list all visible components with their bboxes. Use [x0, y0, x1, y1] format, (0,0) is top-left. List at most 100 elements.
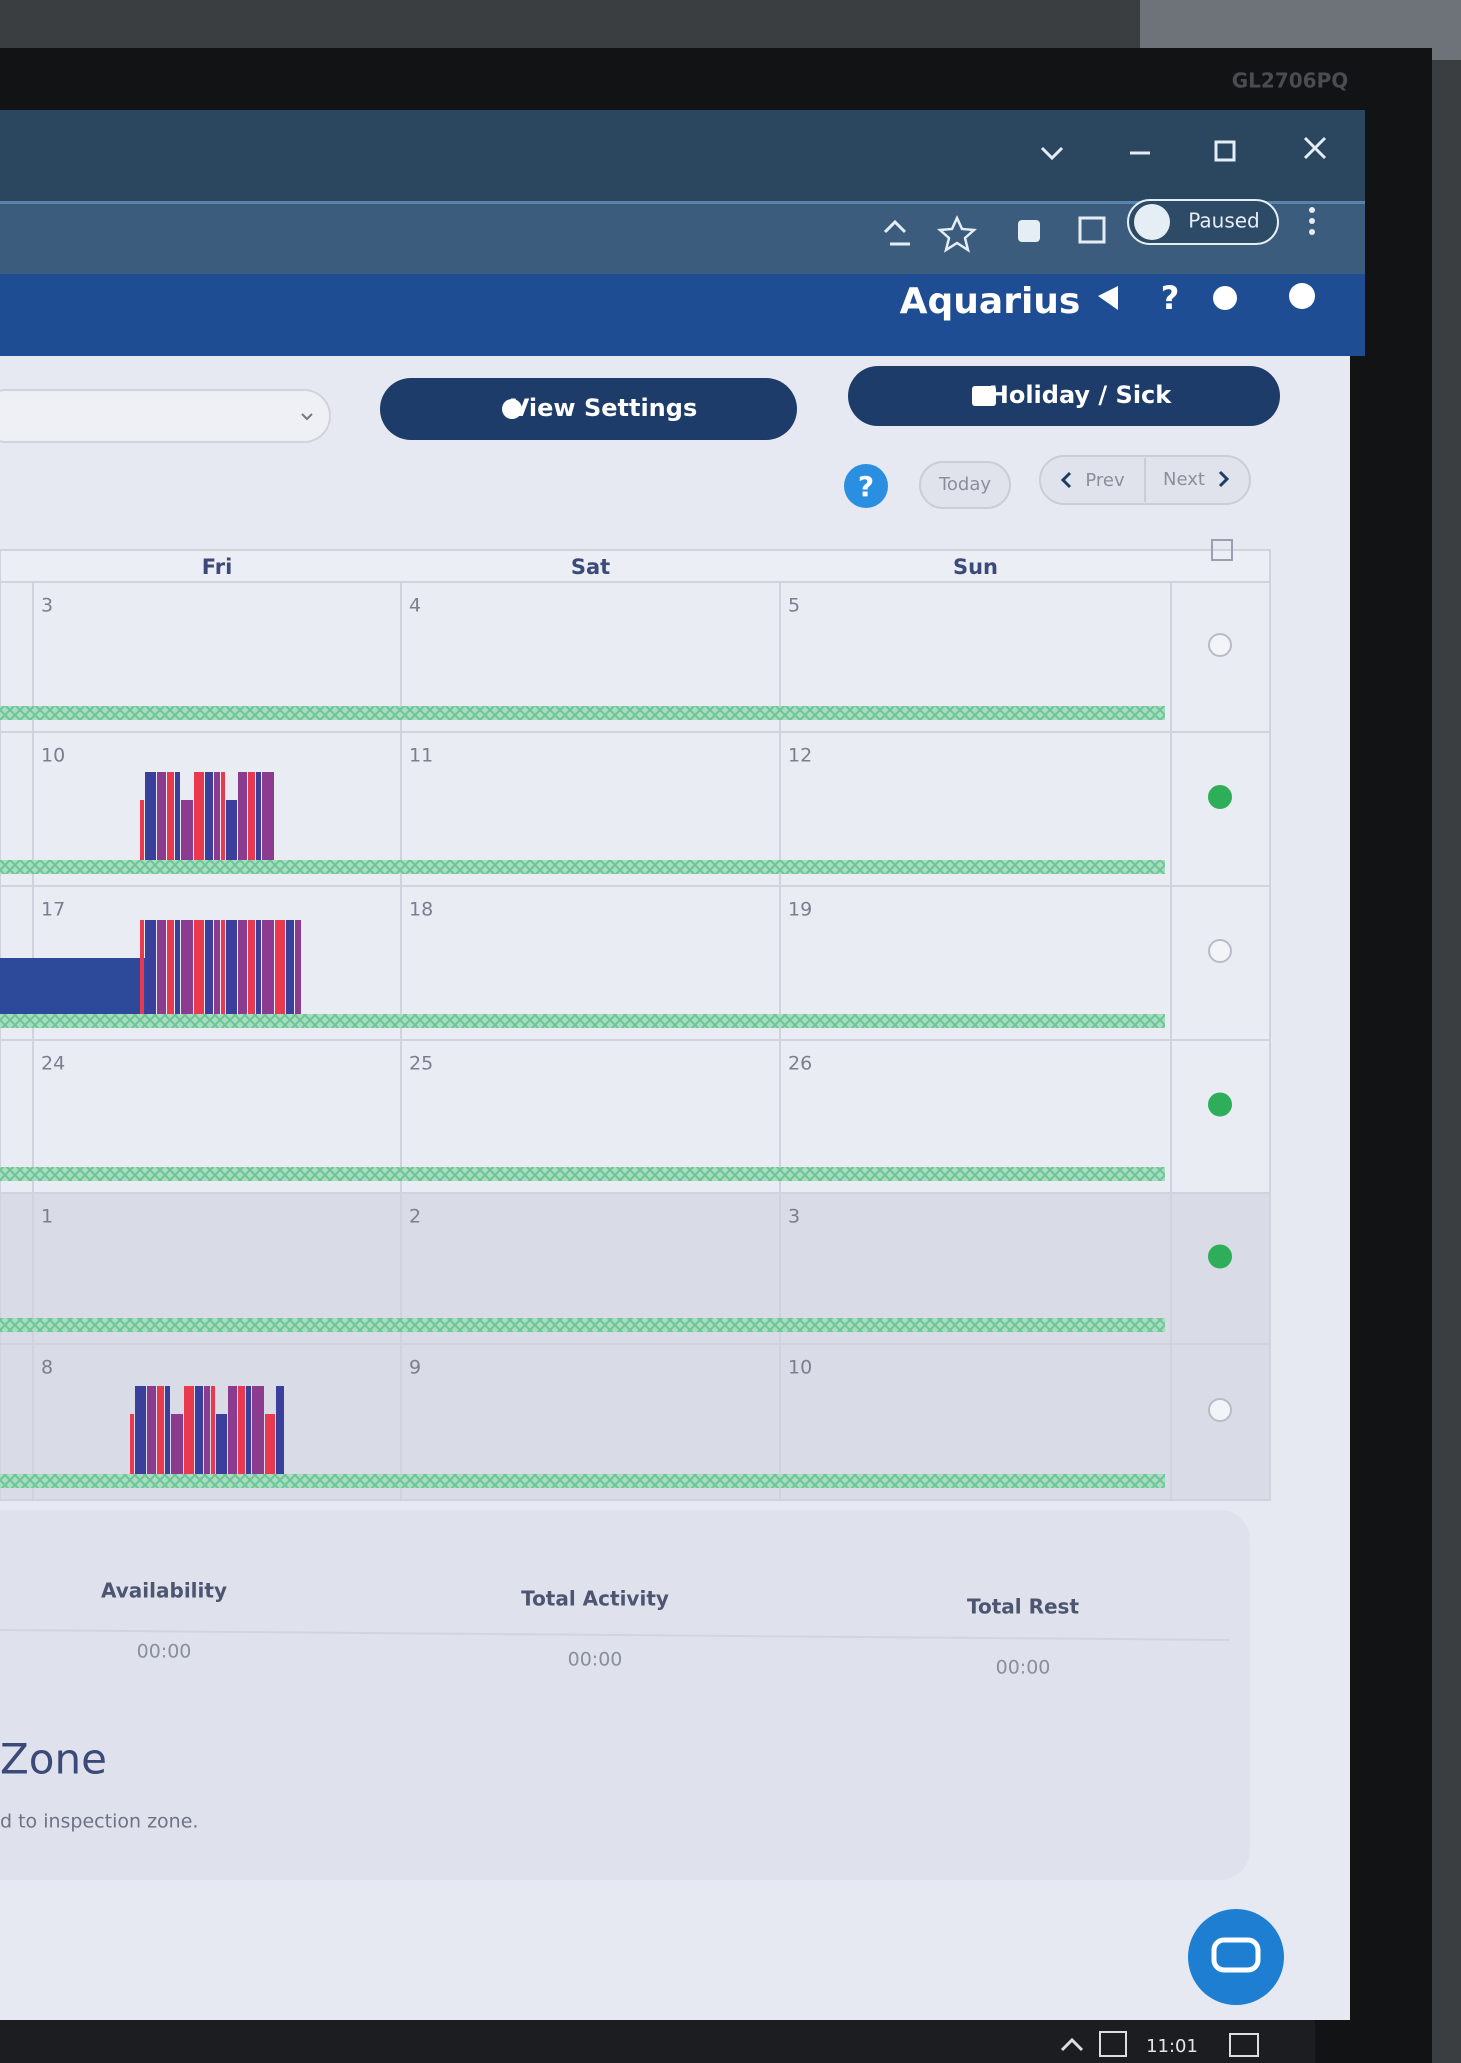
activity-bar: [256, 920, 261, 1014]
availability-band: [0, 1318, 1165, 1332]
activity-bar: [171, 1414, 183, 1474]
availability-band: [0, 1474, 1165, 1488]
summary-panel: [0, 1510, 1250, 1880]
week-status: [1208, 785, 1232, 809]
taskbar: [0, 2020, 1315, 2063]
suitcase-icon: [972, 386, 996, 406]
today-button[interactable]: [919, 461, 1011, 509]
account-icon[interactable]: [1289, 283, 1315, 309]
date-number: 17: [41, 899, 65, 921]
activity-bar: [194, 772, 204, 860]
title-bar: [0, 110, 1365, 202]
activity-bar: [238, 772, 247, 860]
activity-bar: [165, 1386, 170, 1474]
activity-bar: [248, 772, 255, 860]
edit-icon: [1211, 539, 1233, 561]
activity-bar: [157, 772, 166, 860]
activity-bar: [246, 1386, 251, 1474]
activity-bar: [265, 1414, 275, 1474]
tab-search-icon: [1040, 146, 1064, 161]
view-settings-button[interactable]: [380, 378, 797, 440]
week-status: [1208, 939, 1232, 963]
app-header: [0, 274, 1365, 356]
activity-bar: [295, 920, 301, 1014]
activity-bar: [205, 920, 213, 1014]
activity-bar: [214, 920, 220, 1014]
day-header: Sat: [571, 555, 610, 579]
activity-bar: [195, 1386, 203, 1474]
activity-bar: [262, 772, 274, 860]
view-settings-label: View Settings: [511, 394, 697, 422]
toolbar-edge: [0, 201, 1365, 204]
activity-bar: [157, 1386, 164, 1474]
prev-button[interactable]: Prev: [1085, 470, 1125, 491]
holiday-button[interactable]: [848, 366, 1280, 426]
activity-bar: [276, 1386, 284, 1474]
activity-bar: [167, 772, 174, 860]
activity-bar: [140, 920, 144, 1014]
activity-bar: [140, 800, 144, 860]
activity-bar: [228, 1386, 237, 1474]
select-field[interactable]: [0, 389, 331, 443]
cog-icon: [502, 399, 522, 419]
next-chevron: [1218, 470, 1230, 488]
tray-icon: [1099, 2031, 1127, 2057]
select-caret: [301, 413, 313, 421]
sidepanel-icon: [1078, 216, 1106, 244]
today-label: Today: [938, 474, 991, 495]
activity-bar: [252, 1386, 264, 1474]
date-number: 4: [409, 595, 421, 617]
restore-icon: [1214, 140, 1236, 162]
clock: 11:01: [1146, 2036, 1198, 2057]
activity-bar: [256, 772, 261, 860]
date-number: 1: [41, 1206, 53, 1228]
activity-bar: [221, 772, 225, 860]
activity-bar: [145, 772, 156, 860]
summary-divider: [0, 1629, 1231, 1641]
section-title: Zone: [0, 1735, 107, 1784]
date-number: 19: [788, 899, 812, 921]
calendar-header: [0, 549, 1271, 583]
activity-bar: [286, 920, 294, 1014]
activity-bar: [130, 1414, 134, 1474]
availability-band: [0, 1167, 1165, 1181]
summary-label: Total Rest: [967, 1595, 1079, 1619]
brand: Aquarius: [900, 281, 1081, 322]
activity-bar: [238, 920, 247, 1014]
activity-bar: [135, 1386, 146, 1474]
date-number: 3: [41, 595, 53, 617]
date-number: 18: [409, 899, 433, 921]
activity-bar: [216, 1414, 227, 1474]
section-text: d to inspection zone.: [0, 1811, 198, 1833]
activity-bar: [184, 1386, 194, 1474]
activity-bar: [175, 772, 180, 860]
menu-icon: [1309, 207, 1315, 235]
activity-bar: [205, 772, 213, 860]
announce-icon[interactable]: [1098, 286, 1118, 310]
date-number: 10: [788, 1357, 812, 1379]
next-button[interactable]: Next: [1163, 469, 1205, 490]
date-number: 2: [409, 1206, 421, 1228]
chat-button[interactable]: [1188, 1909, 1284, 2005]
chat-icon: [1211, 1937, 1261, 1973]
monitor-label: GL2706PQ: [1232, 69, 1348, 93]
activity-bar: [175, 920, 180, 1014]
activity-bar: [181, 800, 193, 860]
day-header: Fri: [202, 555, 233, 579]
help-button[interactable]: [844, 464, 888, 508]
week-status: [1208, 1244, 1232, 1269]
activity-bar: [226, 920, 237, 1014]
date-number: 26: [788, 1053, 812, 1075]
share-icon: [883, 219, 910, 246]
date-number: 3: [788, 1206, 800, 1228]
settings-icon[interactable]: [1213, 286, 1237, 310]
activity-bar: [221, 920, 225, 1014]
activity-bar: [211, 1386, 215, 1474]
activity-bar: [262, 920, 274, 1014]
help-icon[interactable]: ?: [1161, 279, 1180, 317]
availability-band: [0, 706, 1165, 720]
summary-label: Total Activity: [521, 1587, 669, 1611]
date-number: 10: [41, 745, 65, 767]
